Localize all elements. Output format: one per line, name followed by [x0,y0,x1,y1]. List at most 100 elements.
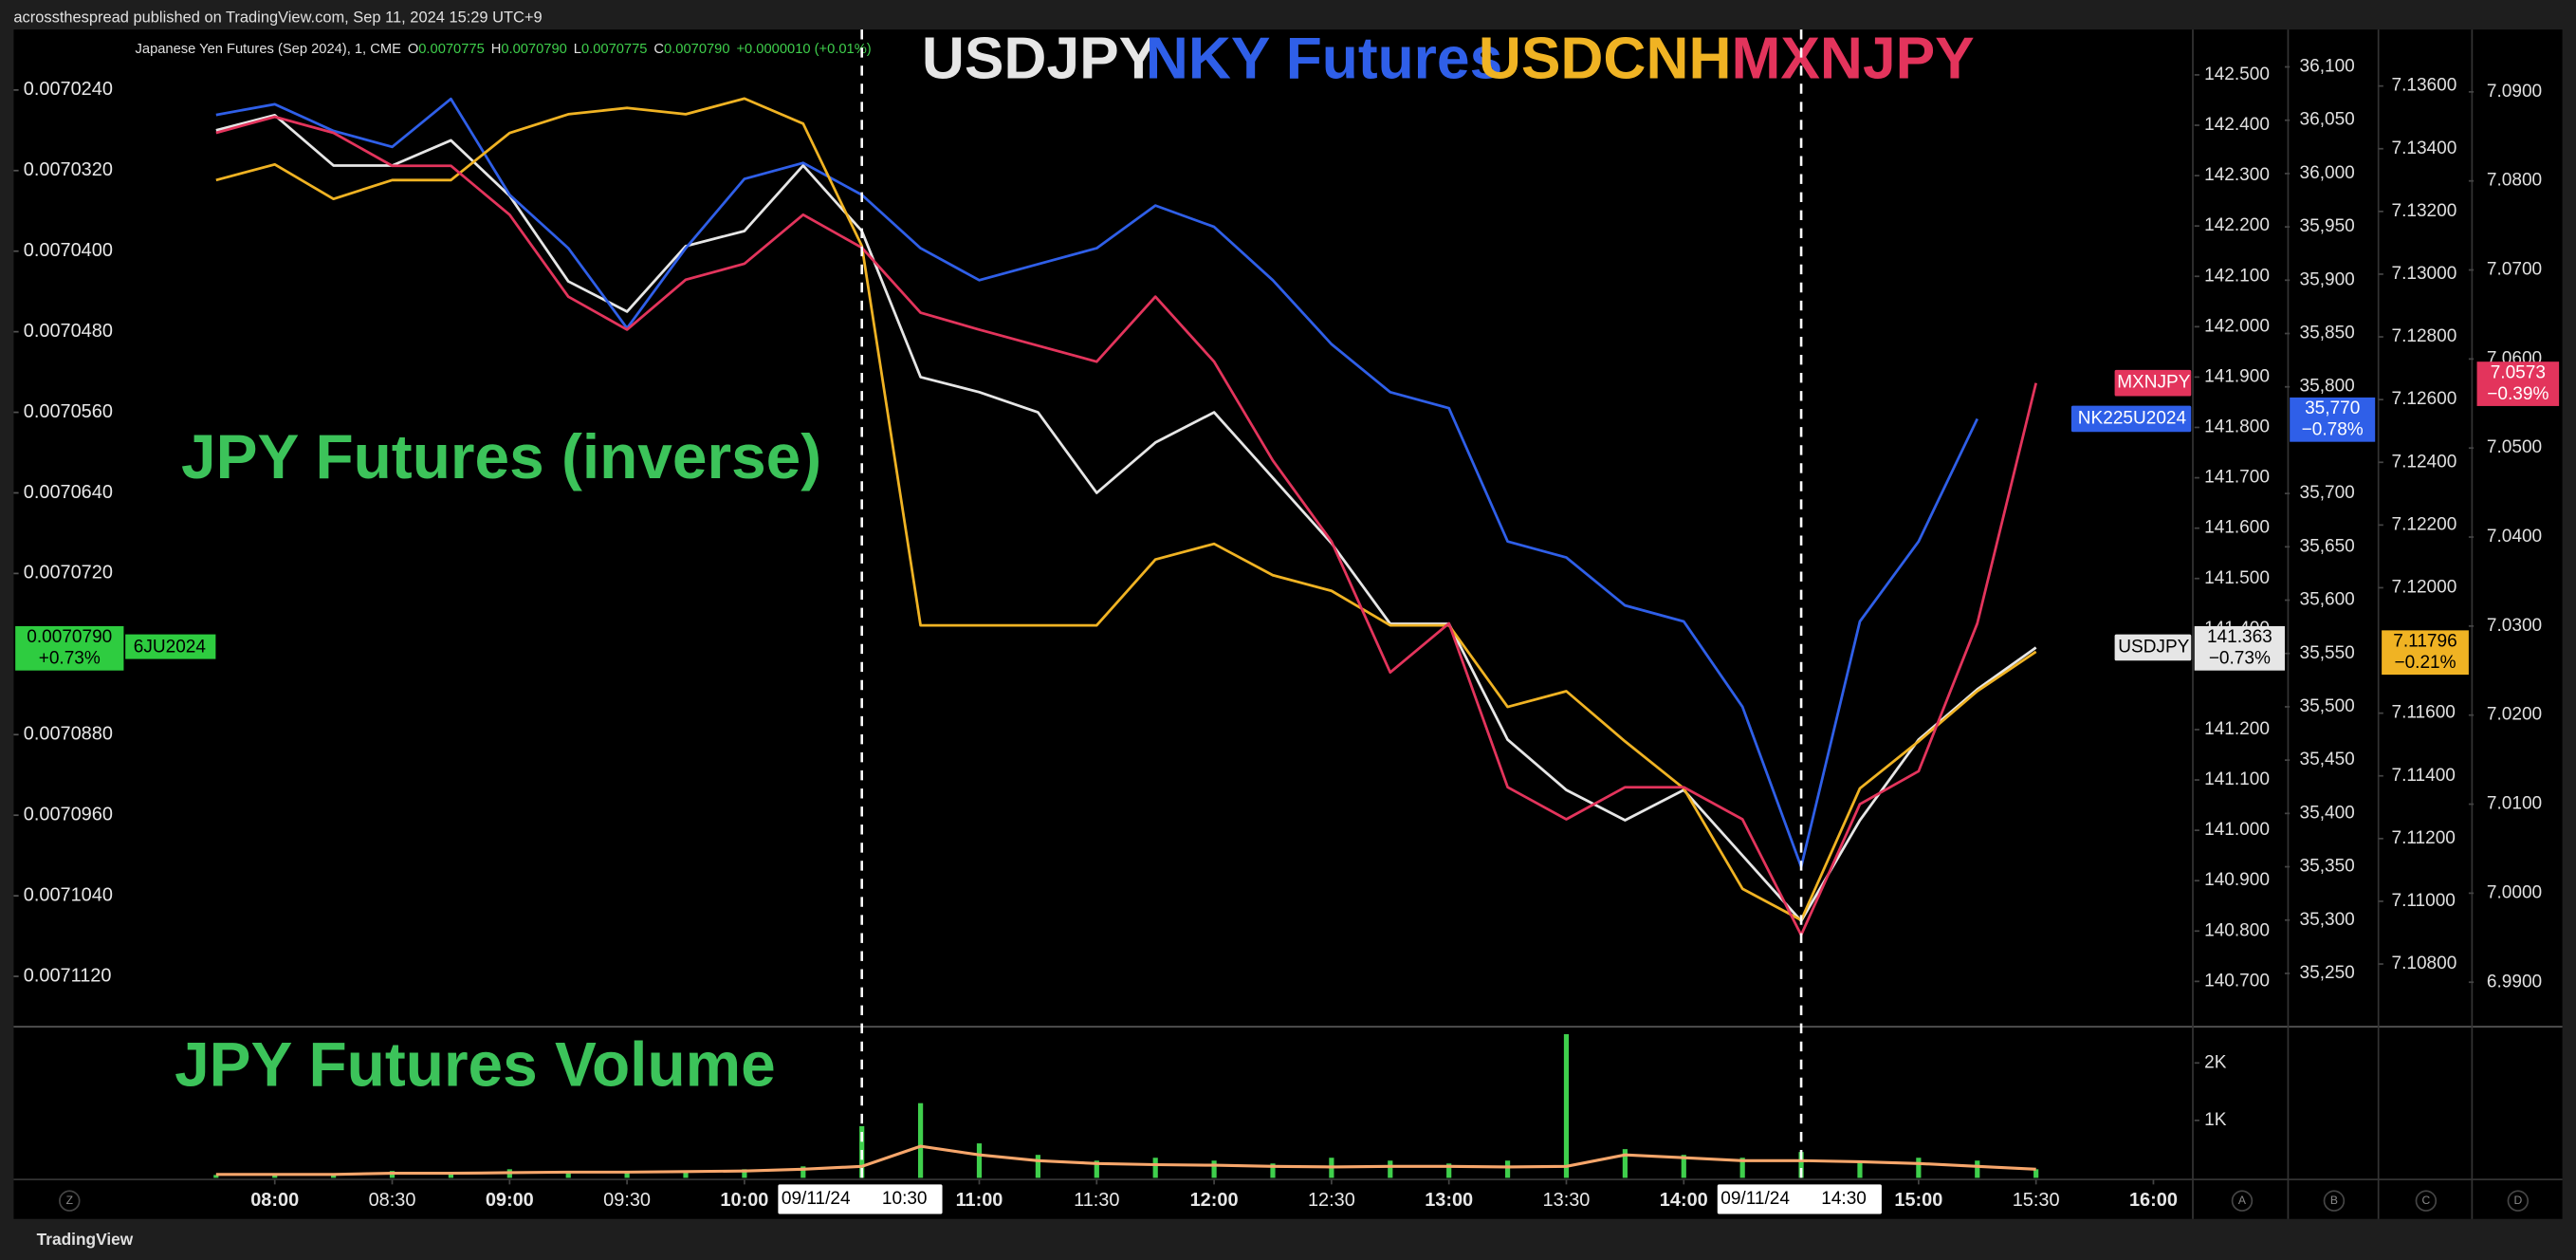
series-title: NKY Futures [1146,26,1502,91]
pane-label: B [2330,1194,2338,1207]
volume-bar [1798,1152,1804,1178]
x-tick-label: 12:00 [1190,1190,1239,1211]
tag-name: NK225U2024 [2078,408,2187,428]
volume-bar [1152,1158,1158,1178]
volume-bar [917,1102,924,1178]
y-tick-label: 142.500 [2204,65,2270,84]
series-title: MXNJPY [1731,26,1974,91]
y-tick-label: 0.0070560 [24,401,113,422]
volume-bar [1916,1158,1922,1178]
y-tick-label: 35,950 [2300,216,2355,236]
y-tick-label: 7.12000 [2392,577,2457,597]
annotation: JPY Futures Volume [175,1029,776,1100]
legend-value: 0.0070790 [501,42,567,57]
y-tick-label: 142.200 [2204,215,2270,235]
tag-name: MXNJPY [2117,373,2191,393]
series-title: USDJPY [922,26,1158,91]
tag-value-box [2290,397,2376,442]
volume-bar [213,1175,219,1178]
volume-bar [800,1166,806,1178]
y-tick-label: 7.0500 [2487,437,2542,457]
y-tick-label: 7.10800 [2392,954,2457,973]
x-tick-label: 09:00 [486,1190,534,1211]
x-tick-label: 10:00 [720,1190,768,1211]
y-tick-label: 7.12200 [2392,514,2457,534]
tag-value: 0.0070790 [27,627,112,647]
volume-bar [1504,1160,1511,1178]
volume-bar [1622,1149,1628,1178]
x-tick-label: 13:30 [1543,1190,1591,1211]
y-tick-label: 7.13200 [2392,201,2457,221]
y-tick-label: 142.000 [2204,316,2270,336]
y-tick-label: 7.11200 [2392,828,2456,848]
volume-bar [448,1172,454,1178]
tag-change: −0.73% [2209,649,2271,669]
plot-area [13,29,2563,1219]
x-tick-label: 11:00 [956,1190,1003,1211]
tag-change: −0.21% [2394,653,2456,673]
pane-label: Z [66,1194,74,1207]
volume-bar [742,1169,747,1178]
pane-label: A [2238,1194,2247,1207]
x-tick-label: 13:00 [1425,1190,1473,1211]
volume-bar [1388,1160,1393,1178]
y-tick-label: 35,700 [2300,483,2355,503]
volume-bar [1446,1163,1452,1178]
legend-value: 0.0070775 [581,42,648,57]
legend-symbol: Japanese Yen Futures (Sep 2024), 1, CME [136,42,402,57]
y-tick-label: 36,050 [2300,110,2355,130]
x-tick-label: 08:00 [250,1190,299,1211]
marker-box [1717,1184,1882,1214]
y-tick-label: 2K [2204,1052,2227,1072]
y-tick-label: 35,350 [2300,857,2355,877]
volume-bar [565,1171,571,1178]
y-tick-label: 0.0070880 [24,724,113,745]
header: acrossthespread published on TradingView… [13,9,542,26]
volume-bar [976,1143,983,1178]
marker-date: 09/11/24 [782,1189,851,1209]
y-tick-label: 7.13600 [2392,76,2457,96]
tag-value-box [2476,361,2560,406]
y-tick-label: 35,400 [2300,803,2355,823]
y-tick-label: 0.0070480 [24,321,113,342]
legend-value: 0.0070790 [664,42,730,57]
tag-name-box [2070,405,2192,433]
y-tick-label: 35,250 [2300,963,2355,983]
y-tick-label: 0.0070400 [24,240,113,261]
y-tick-label: 0.0070240 [24,79,113,100]
y-tick-label: 7.0200 [2487,705,2542,725]
y-tick-label: 35,800 [2300,377,2355,397]
y-tick-label: 7.0300 [2487,616,2542,636]
y-tick-label: 141.500 [2204,568,2270,588]
marker-box [778,1184,943,1214]
volume-bar [683,1170,689,1178]
y-tick-label: 140.700 [2204,971,2270,991]
y-tick-label: 7.13400 [2392,139,2457,158]
series-line [215,114,2037,923]
y-tick-label: 35,650 [2300,536,2355,556]
series-line [215,97,2037,922]
x-tick-label: 08:30 [369,1190,416,1211]
legend-key: C [653,42,664,57]
y-tick-label: 0.0071120 [24,965,112,986]
pane-badge [2415,1190,2438,1212]
legend: Japanese Yen Futures (Sep 2024), 1, CME O… [136,42,872,57]
y-tick-label: 35,500 [2300,696,2355,716]
tag-change: −0.39% [2487,384,2548,404]
y-tick-label: 141.800 [2204,417,2270,437]
series-line [215,97,1979,868]
y-tick-label: 141.100 [2204,769,2270,789]
x-tick-label: 09:30 [603,1190,651,1211]
y-tick-label: 141.200 [2204,719,2270,739]
x-tick-label: 12:30 [1308,1190,1355,1211]
volume-bar [1563,1034,1570,1178]
legend-change: +0.0000010 (+0.01%) [736,42,871,57]
volume-bar [2033,1169,2039,1178]
tag-change: −0.78% [2302,420,2364,440]
annotation: JPY Futures (inverse) [181,421,821,491]
y-tick-label: 142.100 [2204,266,2270,286]
volume-bar [1035,1155,1040,1178]
tag-name-box [2114,634,2192,661]
